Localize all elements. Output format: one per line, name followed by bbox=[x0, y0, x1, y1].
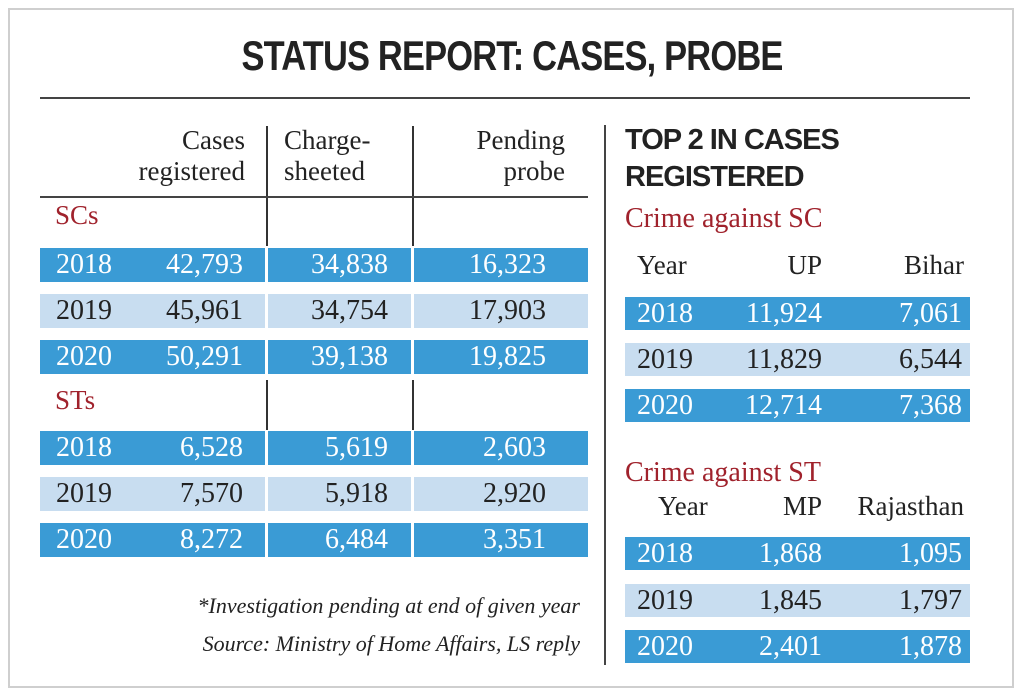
header-pending-probe: Pending probe bbox=[420, 125, 565, 187]
header-cases-registered: Cases registered bbox=[100, 125, 245, 187]
state2-cell: 1,797 bbox=[899, 585, 962, 616]
year-cell: 2018 bbox=[637, 298, 693, 329]
cases-registered-cell: 50,291 bbox=[166, 341, 243, 372]
state2-cell: 7,061 bbox=[899, 298, 962, 329]
charge-sheeted-cell: 34,838 bbox=[311, 249, 388, 280]
state1-cell: 2,401 bbox=[759, 631, 822, 662]
column-divider bbox=[412, 126, 414, 246]
year-cell: 2019 bbox=[56, 295, 112, 326]
cell-separator bbox=[265, 248, 268, 282]
cases-registered-cell: 6,528 bbox=[180, 432, 243, 463]
table-row: 2020 50,291 39,138 19,825 bbox=[40, 340, 588, 374]
cell-separator bbox=[411, 248, 414, 282]
column-header: Year bbox=[637, 250, 687, 280]
pending-probe-cell: 2,603 bbox=[483, 432, 546, 463]
image-frame bbox=[8, 8, 1014, 688]
column-header: UP bbox=[787, 250, 822, 280]
side-title: TOP 2 IN CASES REGISTERED bbox=[625, 122, 840, 196]
section-label: SCs bbox=[55, 200, 99, 230]
table-row: 2018 11,924 7,061 bbox=[625, 297, 970, 330]
charge-sheeted-cell: 5,619 bbox=[325, 432, 388, 463]
table-row: 2020 8,272 6,484 3,351 bbox=[40, 523, 588, 557]
title-rule bbox=[40, 97, 970, 99]
year-cell: 2020 bbox=[56, 524, 112, 555]
state1-cell: 1,845 bbox=[759, 585, 822, 616]
cases-registered-cell: 45,961 bbox=[166, 295, 243, 326]
header-line: sheeted bbox=[284, 156, 365, 186]
cell-separator bbox=[265, 340, 268, 374]
pending-probe-cell: 3,351 bbox=[483, 524, 546, 555]
table-row: 2020 2,401 1,878 bbox=[625, 630, 970, 663]
header-line: Charge- bbox=[284, 125, 371, 155]
pending-probe-cell: 17,903 bbox=[469, 295, 546, 326]
year-cell: 2018 bbox=[637, 538, 693, 569]
panel-divider bbox=[604, 125, 606, 665]
state1-cell: 11,924 bbox=[746, 298, 822, 329]
column-header: MP bbox=[782, 491, 822, 521]
charge-sheeted-cell: 39,138 bbox=[311, 341, 388, 372]
year-cell: 2020 bbox=[637, 631, 693, 662]
header-line: Pending bbox=[476, 125, 565, 155]
section-label: STs bbox=[55, 385, 96, 415]
pending-probe-cell: 16,323 bbox=[469, 249, 546, 280]
state1-cell: 1,868 bbox=[759, 538, 822, 569]
cell-separator bbox=[411, 523, 414, 557]
column-header: Bihar bbox=[904, 250, 964, 280]
state1-cell: 12,714 bbox=[745, 390, 822, 421]
table-row: 2019 45,961 34,754 17,903 bbox=[40, 294, 588, 328]
pending-probe-cell: 2,920 bbox=[483, 478, 546, 509]
table-row: 2020 12,714 7,368 bbox=[625, 389, 970, 422]
year-cell: 2019 bbox=[637, 585, 693, 616]
state1-cell: 11,829 bbox=[746, 344, 822, 375]
charge-sheeted-cell: 5,918 bbox=[325, 478, 388, 509]
side-title-line: TOP 2 IN CASES bbox=[625, 124, 840, 156]
cell-separator bbox=[411, 294, 414, 328]
year-cell: 2019 bbox=[637, 344, 693, 375]
cell-separator bbox=[411, 477, 414, 511]
column-divider bbox=[266, 380, 268, 430]
year-cell: 2018 bbox=[56, 249, 112, 280]
header-rule bbox=[40, 196, 588, 198]
table-row: 2019 11,829 6,544 bbox=[625, 343, 970, 376]
cell-separator bbox=[265, 431, 268, 465]
pending-probe-cell: 19,825 bbox=[469, 341, 546, 372]
cell-separator bbox=[265, 294, 268, 328]
table-row: 2018 42,793 34,838 16,323 bbox=[40, 248, 588, 282]
footnote: *Investigation pending at end of given y… bbox=[197, 593, 580, 618]
header-charge-sheeted: Charge- sheeted bbox=[272, 125, 414, 187]
page-title: STATUS REPORT: CASES, PROBE bbox=[241, 32, 783, 79]
year-cell: 2020 bbox=[56, 341, 112, 372]
cell-separator bbox=[411, 431, 414, 465]
side-title-line: REGISTERED bbox=[625, 161, 805, 193]
source-note: Source: Ministry of Home Affairs, LS rep… bbox=[202, 631, 580, 656]
charge-sheeted-cell: 6,484 bbox=[325, 524, 388, 555]
state2-cell: 6,544 bbox=[899, 344, 962, 375]
column-header: Year bbox=[658, 491, 708, 521]
table-row: 2018 1,868 1,095 bbox=[625, 537, 970, 570]
state2-cell: 1,878 bbox=[899, 631, 962, 662]
table-row: 2018 6,528 5,619 2,603 bbox=[40, 431, 588, 465]
header-line: Cases bbox=[182, 125, 245, 155]
column-divider bbox=[266, 126, 268, 246]
subsection-label: Crime against ST bbox=[625, 457, 821, 488]
subsection-label: Crime against SC bbox=[625, 203, 823, 234]
year-cell: 2019 bbox=[56, 478, 112, 509]
cell-separator bbox=[411, 340, 414, 374]
state2-cell: 7,368 bbox=[899, 390, 962, 421]
year-cell: 2018 bbox=[56, 432, 112, 463]
cases-registered-cell: 8,272 bbox=[180, 524, 243, 555]
cell-separator bbox=[265, 477, 268, 511]
table-row: 2019 1,845 1,797 bbox=[625, 584, 970, 617]
cases-registered-cell: 7,570 bbox=[180, 478, 243, 509]
column-header: Rajasthan bbox=[857, 491, 964, 521]
state2-cell: 1,095 bbox=[899, 538, 962, 569]
header-line: registered bbox=[138, 156, 245, 186]
charge-sheeted-cell: 34,754 bbox=[311, 295, 388, 326]
header-line: probe bbox=[503, 156, 565, 186]
year-cell: 2020 bbox=[637, 390, 693, 421]
cell-separator bbox=[265, 523, 268, 557]
table-row: 2019 7,570 5,918 2,920 bbox=[40, 477, 588, 511]
cases-registered-cell: 42,793 bbox=[166, 249, 243, 280]
column-divider bbox=[412, 380, 414, 430]
